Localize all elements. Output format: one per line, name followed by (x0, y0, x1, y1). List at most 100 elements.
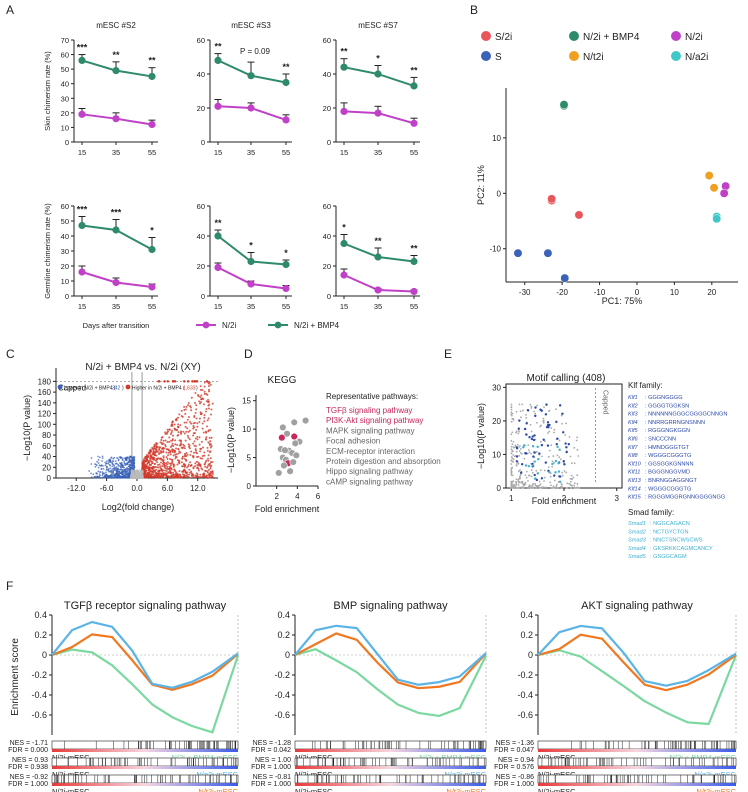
volcano-point (130, 473, 133, 475)
y-tick-label: 160 (38, 388, 52, 397)
column-title: mESC #S2 (96, 21, 136, 30)
volcano-point (94, 465, 97, 468)
legend-label: S/2i (495, 32, 512, 43)
data-point (112, 278, 120, 287)
volcano-point (178, 413, 181, 416)
y-tick-label: 20 (323, 262, 331, 271)
data-point (410, 287, 418, 296)
motif-point (549, 481, 552, 484)
significance-stars: ** (148, 56, 156, 66)
volcano-point (199, 457, 202, 460)
motif-point-klf (565, 450, 568, 454)
motif-point-smad (558, 480, 562, 484)
x-tick-label: 55 (410, 148, 418, 157)
motif-point-klf (542, 438, 545, 441)
motif-point-klf (524, 452, 528, 455)
data-point (112, 115, 120, 123)
data-point (247, 257, 255, 266)
volcano-point (123, 473, 125, 476)
volcano-point (101, 457, 104, 460)
y-tick-label: 50 (61, 65, 69, 74)
motif-point (551, 465, 554, 468)
volcano-point (144, 476, 147, 479)
motif-point (566, 487, 568, 489)
motif-point (568, 436, 571, 438)
volcano-point (200, 394, 203, 397)
volcano-point (125, 456, 128, 459)
kegg-point (290, 432, 298, 441)
volcano-point (166, 440, 169, 443)
data-point (148, 72, 156, 81)
volcano-point (185, 452, 188, 455)
volcano-point (195, 428, 198, 431)
volcano-point (175, 453, 178, 456)
volcano-point (207, 459, 210, 462)
motif-point (534, 482, 537, 485)
volcano-point (195, 451, 198, 454)
motif-point (518, 454, 521, 457)
pathway-label: ECM-receptor interaction (326, 447, 415, 456)
volcano-point (184, 413, 187, 416)
motif-point (530, 475, 533, 478)
volcano-point (168, 457, 171, 460)
y-tick-label: 40 (197, 232, 205, 241)
volcano-point (185, 455, 188, 458)
volcano-point (152, 473, 155, 476)
volcano-point (97, 455, 99, 458)
volcano-point (208, 381, 211, 384)
volcano-point (188, 447, 191, 450)
volcano-point (150, 457, 153, 460)
volcano-point (155, 458, 158, 461)
legend-label: S (495, 52, 502, 63)
volcano-point (150, 460, 153, 463)
motif-point-klf (532, 455, 535, 458)
volcano-point (173, 423, 176, 426)
motif-point (522, 409, 524, 412)
volcano-point (134, 477, 137, 479)
volcano-point (171, 442, 174, 445)
significance-stars: ** (340, 47, 348, 57)
legend-marker (274, 321, 282, 329)
motif-point-klf (562, 459, 565, 463)
x-axis-label: PC1: 75% (602, 296, 643, 306)
volcano-point (121, 461, 123, 464)
volcano-point (183, 405, 186, 408)
volcano-point (152, 447, 155, 450)
volcano-point (176, 459, 179, 462)
volcano-point (173, 427, 176, 430)
volcano-point (176, 472, 179, 475)
motif-point (568, 482, 571, 485)
volcano-point (164, 439, 167, 442)
klf-gene: Klf8 (628, 453, 639, 459)
chart-A-skin-S3: 0 20 40 60 15 35 55 mESC #S3 ** P = 0.09 ** (197, 21, 292, 157)
volcano-point (172, 444, 175, 447)
motif-point (510, 486, 513, 489)
rank-gradient (52, 749, 238, 752)
right-label: N/2i + BMP4-mESC (670, 753, 737, 762)
volcano-point (108, 463, 111, 466)
volcano-point (99, 474, 101, 477)
volcano-point (120, 476, 123, 479)
volcano-point (210, 445, 213, 448)
fdr-label: FDR = 1.000 (494, 781, 534, 788)
volcano-point (180, 446, 183, 449)
motif-point-klf (540, 443, 544, 447)
volcano-point (167, 468, 170, 471)
volcano-point (199, 401, 202, 404)
volcano-point (170, 431, 173, 434)
motif-point (517, 486, 520, 489)
volcano-point (149, 467, 152, 470)
volcano-point (96, 460, 99, 463)
klf-gene: Klf3 (628, 412, 639, 418)
volcano-point (94, 463, 96, 465)
motif-point (542, 419, 545, 422)
volcano-point (151, 446, 154, 449)
volcano-point (143, 474, 146, 477)
motif-point-smad (536, 445, 539, 449)
klf-gene: Klf10 (628, 461, 642, 467)
volcano-point (98, 456, 101, 459)
volcano-point (209, 413, 212, 416)
y-tick-label: 0 (47, 474, 52, 483)
volcano-point (196, 435, 199, 438)
volcano-point (203, 416, 206, 419)
